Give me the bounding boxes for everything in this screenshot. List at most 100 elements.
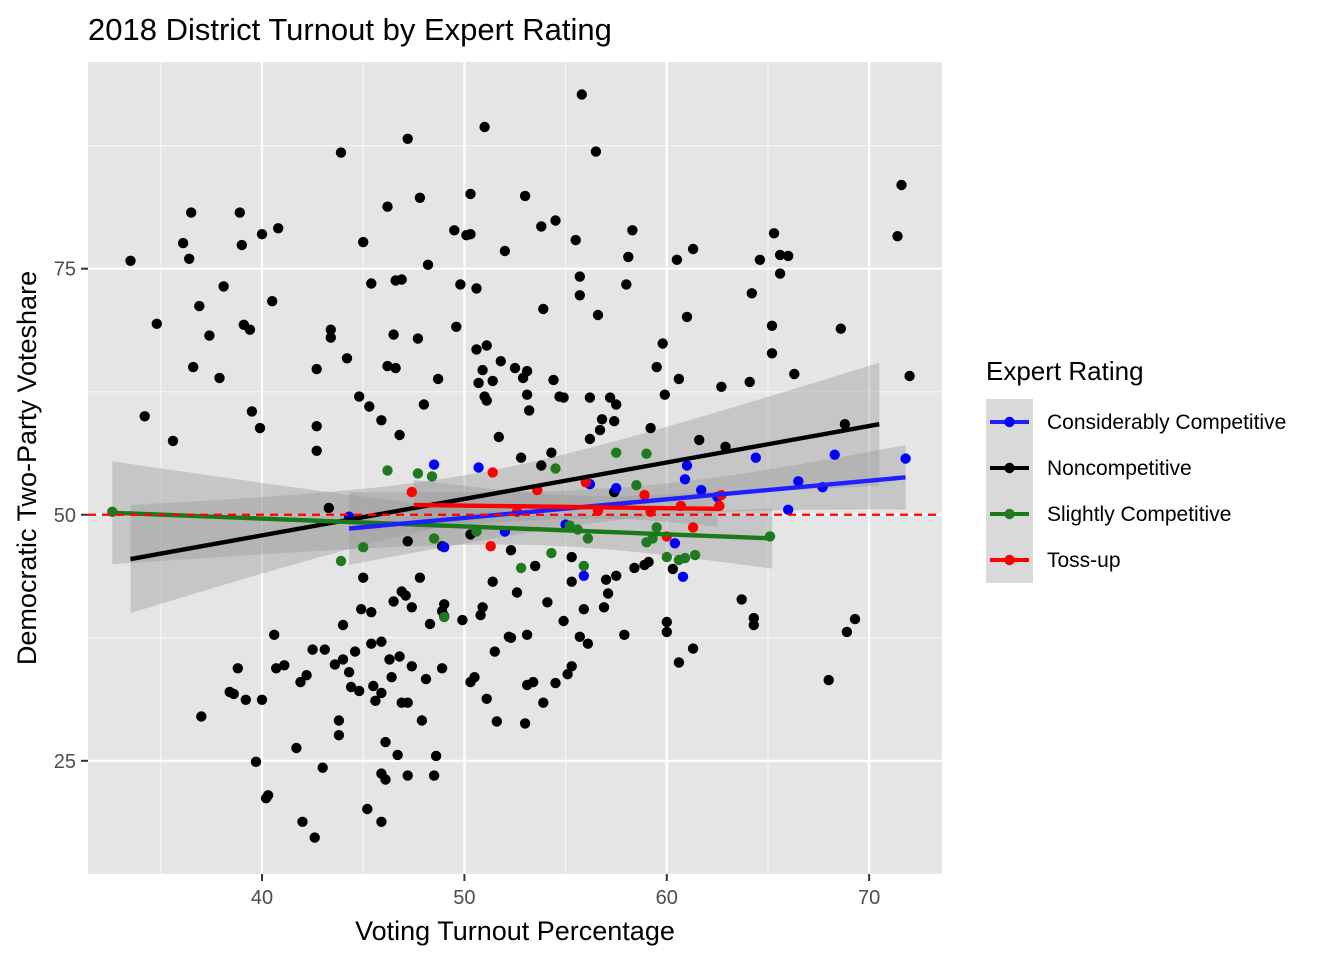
- data-point: [358, 572, 369, 583]
- trend-lines: [112, 422, 906, 562]
- data-point: [337, 654, 349, 665]
- data-point: [489, 646, 500, 657]
- data-point: [623, 251, 634, 263]
- data-point: [479, 121, 490, 133]
- data-point: [519, 190, 531, 202]
- data-point: [611, 399, 622, 410]
- data-point: [412, 333, 424, 344]
- legend-key-point: [1004, 554, 1015, 566]
- data-point: [495, 356, 506, 367]
- data-point: [536, 221, 547, 232]
- data-point: [341, 353, 353, 364]
- data-point: [584, 433, 596, 445]
- data-point: [400, 590, 411, 601]
- data-point: [669, 538, 681, 549]
- data-point: [558, 615, 569, 627]
- data-point: [487, 576, 498, 587]
- data-point: [439, 599, 450, 610]
- data-point: [574, 271, 585, 282]
- confidence-ribbon: [130, 362, 880, 614]
- data-point: [736, 594, 747, 605]
- confidence-ribbons: [112, 362, 906, 614]
- data-point: [366, 638, 377, 649]
- data-point: [835, 323, 846, 334]
- data-point: [382, 465, 393, 476]
- data-point: [746, 288, 757, 299]
- data-point: [311, 421, 322, 432]
- trend-line: [130, 422, 880, 562]
- data-point: [273, 223, 284, 234]
- x-axis-label: Voting Turnout Percentage: [355, 916, 675, 946]
- data-point: [679, 474, 691, 485]
- data-point: [538, 303, 549, 315]
- data-point: [295, 676, 306, 688]
- data-point: [380, 774, 391, 785]
- data-point: [376, 636, 387, 647]
- data-point: [528, 676, 539, 688]
- data-point: [602, 588, 614, 599]
- data-point: [232, 663, 243, 674]
- data-point: [566, 551, 577, 563]
- data-point: [793, 476, 804, 487]
- data-point: [167, 435, 179, 447]
- data-point: [696, 484, 707, 496]
- legend-label: Considerably Competitive: [1047, 411, 1286, 434]
- data-point: [558, 392, 569, 403]
- data-point: [570, 234, 581, 246]
- data-point: [465, 188, 476, 200]
- data-point: [481, 693, 492, 704]
- data-point: [356, 604, 367, 615]
- grid-minor: [88, 62, 942, 874]
- legend-key-point: [1004, 462, 1015, 474]
- data-point: [750, 452, 761, 463]
- data-point: [307, 644, 318, 655]
- data-point: [687, 522, 699, 533]
- data-point: [449, 225, 460, 236]
- data-point: [390, 362, 401, 374]
- data-point: [609, 416, 620, 427]
- data-point: [380, 736, 391, 748]
- data-point: [562, 669, 573, 680]
- data-point: [392, 749, 403, 761]
- data-point: [394, 429, 405, 441]
- data-point: [582, 533, 594, 544]
- data-point: [849, 613, 861, 625]
- data-point: [376, 687, 387, 699]
- data-point: [904, 370, 915, 382]
- data-point: [424, 618, 436, 630]
- data-point: [661, 616, 672, 628]
- legend-label: Noncompetitive: [1047, 457, 1192, 480]
- data-point: [335, 555, 347, 567]
- data-point: [627, 225, 638, 236]
- data-point: [716, 381, 727, 392]
- data-point: [319, 644, 330, 655]
- data-point: [744, 376, 755, 388]
- data-point: [892, 231, 903, 242]
- data-point: [611, 483, 622, 494]
- data-point: [639, 489, 650, 501]
- data-point: [564, 520, 575, 531]
- data-point: [382, 360, 393, 372]
- data-point: [546, 547, 557, 559]
- data-point: [267, 296, 278, 307]
- data-point: [416, 715, 428, 726]
- data-point: [673, 657, 685, 668]
- data-point: [396, 274, 407, 285]
- data-point: [386, 672, 397, 683]
- data-point: [578, 560, 589, 572]
- data-point: [214, 372, 225, 384]
- data-point: [426, 471, 438, 482]
- data-point: [896, 179, 907, 191]
- data-point: [671, 254, 683, 265]
- data-point: [673, 373, 685, 385]
- data-point: [590, 146, 602, 157]
- data-point: [600, 574, 612, 585]
- data-point: [406, 661, 417, 672]
- grid-major: [88, 62, 942, 874]
- data-point: [481, 340, 492, 351]
- data-point: [345, 681, 357, 693]
- y-tick-label: 75: [54, 259, 76, 281]
- data-point: [414, 572, 426, 583]
